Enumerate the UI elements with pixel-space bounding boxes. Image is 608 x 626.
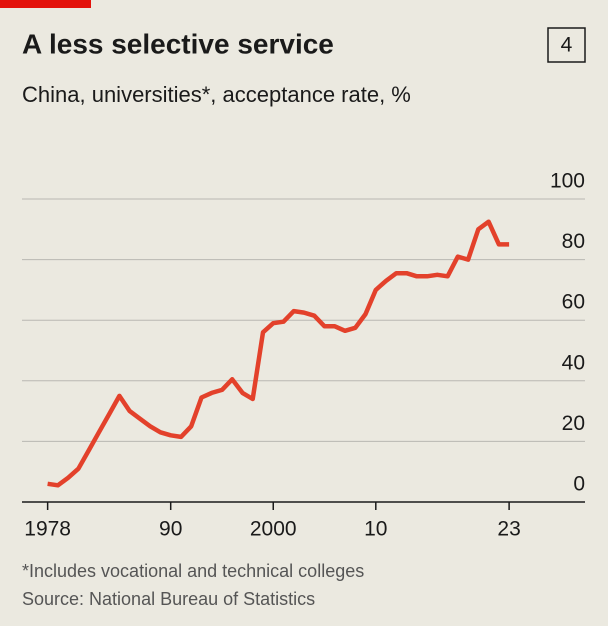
subtitle: China, universities*, acceptance rate, %	[22, 82, 411, 107]
badge-box	[547, 27, 586, 63]
y-tick-label: 80	[562, 230, 585, 253]
brand-bar	[0, 0, 91, 8]
y-tick-label: 20	[562, 412, 585, 435]
y-tick-label: 40	[562, 351, 585, 374]
x-tick-label: 2000	[250, 518, 297, 541]
y-tick-label: 0	[573, 473, 585, 496]
y-tick-label: 100	[550, 170, 585, 193]
x-tick-label: 1978	[24, 518, 71, 541]
chart-title: A less selective service	[22, 28, 334, 59]
footnote: *Includes vocational and technical colle…	[22, 561, 364, 581]
x-tick-label: 23	[497, 518, 520, 541]
y-tick-label: 60	[562, 291, 585, 314]
line	[47, 219, 510, 488]
badge: 4	[561, 34, 573, 57]
x-tick-label: 90	[159, 518, 182, 541]
x-tick-label: 10	[364, 518, 387, 541]
source: Source: National Bureau of Statistics	[22, 589, 315, 609]
